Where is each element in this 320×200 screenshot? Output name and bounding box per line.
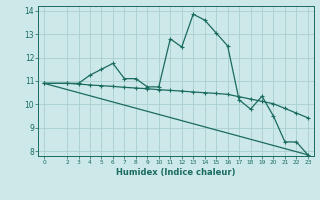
X-axis label: Humidex (Indice chaleur): Humidex (Indice chaleur) (116, 168, 236, 177)
